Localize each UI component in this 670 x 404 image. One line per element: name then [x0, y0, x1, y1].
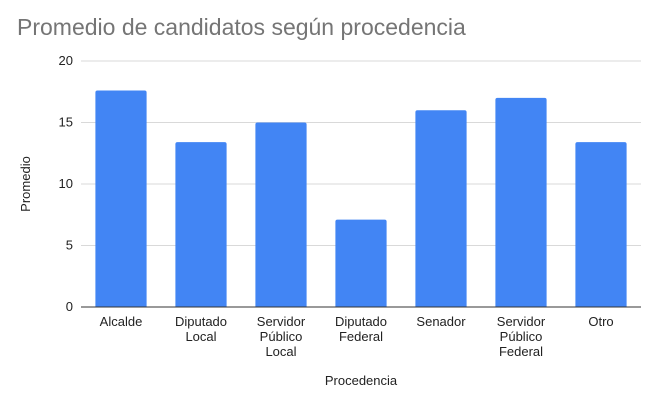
- bar: [335, 219, 387, 307]
- x-tick-labels: Alcalde Diputado Local Servidor Público Local…: [100, 314, 614, 359]
- bar: [175, 142, 227, 307]
- bar: [255, 122, 307, 307]
- bar: [415, 110, 467, 307]
- chart-title: Promedio de candidatos según procedencia: [17, 14, 466, 40]
- bar: [495, 97, 547, 308]
- x-axis-title: Procedencia: [325, 373, 398, 388]
- y-tick-label: 10: [59, 176, 73, 191]
- bar: [95, 90, 147, 308]
- x-tick-label: Servidor Público Local: [257, 314, 306, 359]
- bars: [81, 90, 641, 308]
- x-tick-label: Servidor Público Federal: [497, 314, 546, 359]
- x-tick-label: Senador: [416, 314, 466, 329]
- x-tick-label: Diputado Federal: [335, 314, 387, 344]
- y-tick-label: 0: [66, 299, 73, 314]
- y-tick-label: 15: [59, 115, 73, 130]
- y-tick-label: 5: [66, 238, 73, 253]
- x-tick-label: Alcalde: [100, 314, 143, 329]
- x-tick-label: Otro: [588, 314, 613, 329]
- bar: [575, 142, 627, 307]
- y-axis-title: Promedio: [18, 156, 33, 212]
- y-tick-label: 20: [59, 53, 73, 68]
- x-tick-label: Diputado Local: [175, 314, 227, 344]
- y-tick-labels: 0 5 10 15 20: [59, 53, 73, 314]
